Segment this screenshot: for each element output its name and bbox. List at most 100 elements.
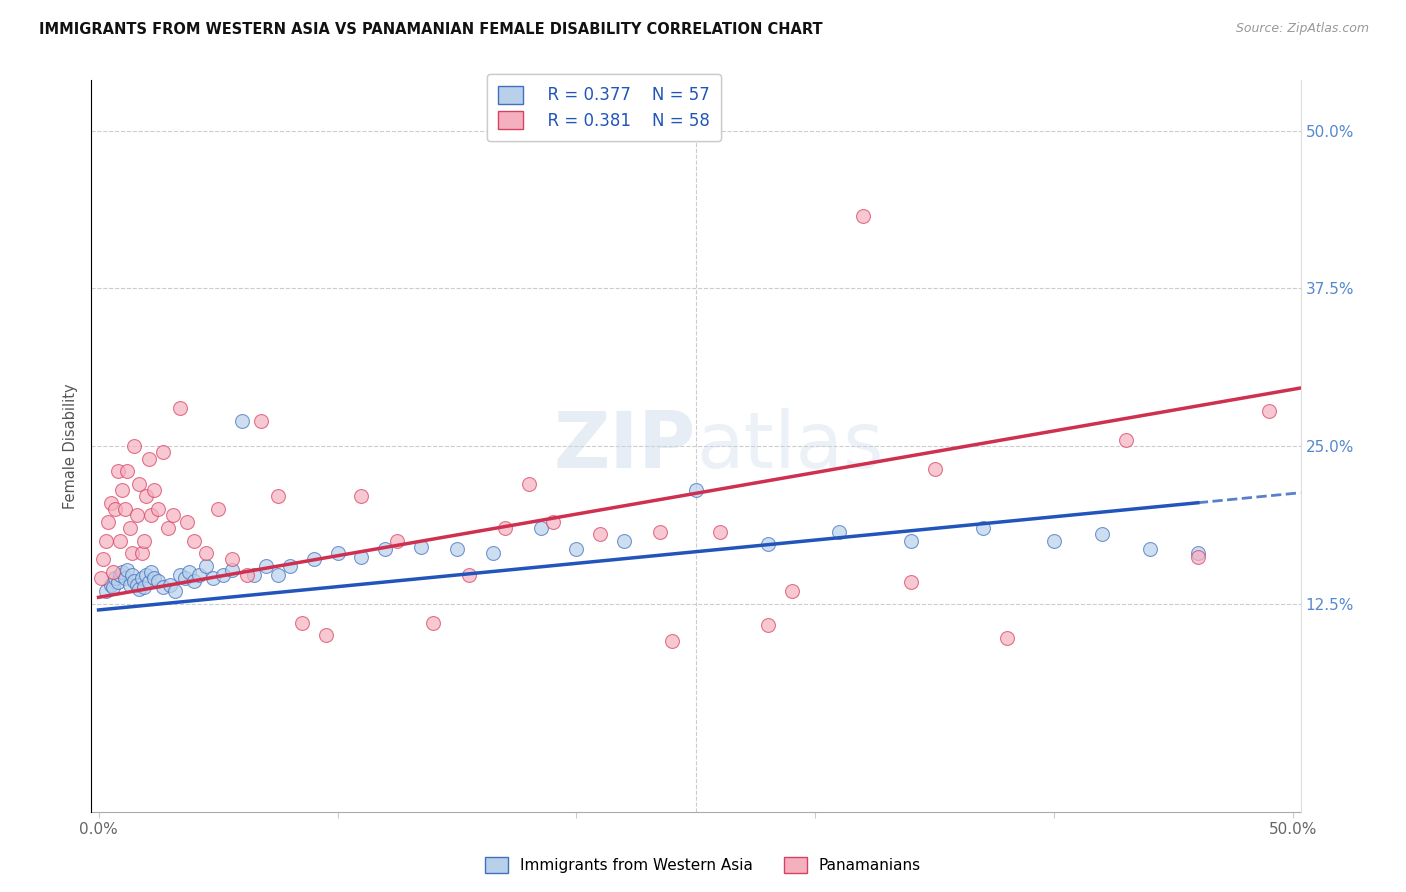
Legend: Immigrants from Western Asia, Panamanians: Immigrants from Western Asia, Panamanian… xyxy=(479,851,927,879)
Point xyxy=(90,571,112,585)
Point xyxy=(114,571,136,585)
Point xyxy=(125,508,148,523)
Point xyxy=(176,515,198,529)
Point xyxy=(115,464,138,478)
Point xyxy=(250,414,273,428)
Point xyxy=(685,483,707,497)
Point xyxy=(152,445,174,459)
Point xyxy=(350,549,373,564)
Point xyxy=(231,414,253,428)
Point xyxy=(422,615,444,630)
Point xyxy=(139,565,162,579)
Point xyxy=(374,542,396,557)
Point xyxy=(156,521,179,535)
Point xyxy=(1187,546,1209,560)
Y-axis label: Female Disability: Female Disability xyxy=(63,384,79,508)
Point xyxy=(104,571,127,585)
Point xyxy=(169,567,191,582)
Point xyxy=(142,483,165,497)
Point xyxy=(94,584,117,599)
Point xyxy=(235,567,257,582)
Point xyxy=(131,546,153,560)
Point xyxy=(458,567,481,582)
Point xyxy=(565,542,588,557)
Point xyxy=(128,582,150,596)
Point xyxy=(924,461,946,475)
Point xyxy=(118,521,141,535)
Point xyxy=(128,476,150,491)
Point xyxy=(207,502,229,516)
Point xyxy=(541,515,564,529)
Point xyxy=(517,476,540,491)
Point xyxy=(302,552,325,566)
Point xyxy=(111,565,134,579)
Point xyxy=(709,524,731,539)
Point xyxy=(94,533,117,548)
Point xyxy=(107,464,129,478)
Point xyxy=(221,552,243,566)
Point xyxy=(107,575,129,590)
Point xyxy=(101,580,124,594)
Point xyxy=(97,515,120,529)
Text: IMMIGRANTS FROM WESTERN ASIA VS PANAMANIAN FEMALE DISABILITY CORRELATION CHART: IMMIGRANTS FROM WESTERN ASIA VS PANAMANI… xyxy=(39,22,823,37)
Point xyxy=(211,567,233,582)
Point xyxy=(132,533,155,548)
Point xyxy=(135,490,157,504)
Point xyxy=(148,574,170,588)
Point xyxy=(1187,549,1209,564)
Text: Source: ZipAtlas.com: Source: ZipAtlas.com xyxy=(1236,22,1369,36)
Point xyxy=(202,571,225,585)
Point xyxy=(326,546,349,560)
Point xyxy=(138,575,160,590)
Point xyxy=(121,567,143,582)
Point xyxy=(100,578,122,592)
Point xyxy=(115,563,138,577)
Point xyxy=(1091,527,1114,541)
Point xyxy=(152,580,174,594)
Point xyxy=(482,546,505,560)
Point xyxy=(179,565,201,579)
Point xyxy=(108,567,131,582)
Point xyxy=(100,496,122,510)
Point xyxy=(142,571,165,585)
Point xyxy=(108,533,131,548)
Point xyxy=(530,521,553,535)
Point xyxy=(163,584,186,599)
Point xyxy=(494,521,516,535)
Point xyxy=(162,508,184,523)
Point xyxy=(387,533,409,548)
Point xyxy=(852,210,875,224)
Point xyxy=(1139,542,1161,557)
Point xyxy=(254,558,277,573)
Text: atlas: atlas xyxy=(696,408,883,484)
Point xyxy=(350,490,373,504)
Point xyxy=(972,521,994,535)
Legend:   R = 0.377    N = 57,   R = 0.381    N = 58: R = 0.377 N = 57, R = 0.381 N = 58 xyxy=(486,74,721,141)
Point xyxy=(118,578,141,592)
Point xyxy=(148,502,170,516)
Point xyxy=(124,439,146,453)
Point xyxy=(195,558,218,573)
Point xyxy=(132,580,155,594)
Point xyxy=(995,631,1018,645)
Point xyxy=(125,578,148,592)
Point xyxy=(114,502,136,516)
Point xyxy=(291,615,314,630)
Point xyxy=(315,628,337,642)
Point xyxy=(278,558,301,573)
Point xyxy=(756,537,779,551)
Point xyxy=(104,502,127,516)
Point xyxy=(900,533,922,548)
Point xyxy=(221,563,243,577)
Point xyxy=(780,584,803,599)
Point xyxy=(1043,533,1066,548)
Point xyxy=(173,571,195,585)
Text: ZIP: ZIP xyxy=(554,408,696,484)
Point xyxy=(111,483,134,497)
Point xyxy=(267,567,290,582)
Point xyxy=(121,546,143,560)
Point xyxy=(650,524,672,539)
Point xyxy=(756,618,779,632)
Point xyxy=(183,533,205,548)
Point xyxy=(613,533,636,548)
